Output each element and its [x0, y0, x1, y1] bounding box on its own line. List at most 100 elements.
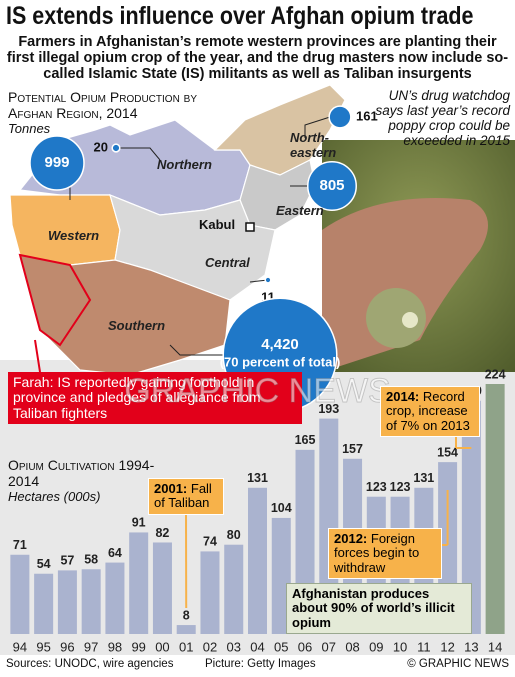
annotation-year: 2012: — [334, 531, 368, 546]
subtitle: Farmers in Afghanistan’s remote western … — [6, 34, 509, 83]
bubble-label: 805 — [319, 177, 344, 194]
value-label: 131 — [413, 471, 434, 485]
x-tick-label: 01 — [179, 639, 193, 654]
picture-credit: Picture: Getty Images — [205, 658, 316, 670]
leader-line — [304, 116, 331, 138]
x-tick-label: 12 — [440, 639, 454, 654]
bubble-label: 20 — [94, 139, 108, 154]
map-title: Potential Opium Production by Afghan Reg… — [8, 89, 198, 121]
leader-line — [169, 344, 228, 356]
x-tick-label: 06 — [298, 639, 312, 654]
map-unit: Tonnes — [8, 121, 51, 136]
bubble-label: 4,420 — [261, 336, 299, 353]
annotation-text: Afghanistan produces about 90% of world’… — [292, 586, 455, 630]
bar — [200, 551, 220, 634]
annotation-year: 2014: — [386, 389, 420, 404]
photo-capsule — [366, 288, 426, 348]
x-tick-label: 95 — [36, 639, 50, 654]
x-tick-label: 10 — [393, 639, 407, 654]
annotation-text: Record crop, increase of 7% on 2013 — [386, 389, 470, 433]
x-tick-label: 13 — [464, 639, 478, 654]
bar — [81, 569, 101, 634]
watchdog-note: UN’s drug watchdog says last year’s reco… — [375, 88, 510, 149]
x-tick-label: 08 — [345, 639, 359, 654]
x-tick-label: 07 — [322, 639, 336, 654]
x-tick-label: 00 — [155, 639, 169, 654]
farah-pointer — [34, 339, 41, 373]
value-label: 64 — [108, 546, 122, 560]
bar — [319, 418, 339, 634]
value-label: 193 — [318, 402, 339, 416]
annotation-text: Foreign forces begin to withdraw — [334, 531, 420, 575]
region-southern — [19, 254, 231, 376]
value-label: 57 — [60, 554, 74, 568]
x-tick-label: 05 — [274, 639, 288, 654]
x-tick-label: 97 — [84, 639, 98, 654]
kabul-label: Kabul — [199, 217, 236, 232]
annotation: 2001: Fall of Taliban — [148, 478, 224, 515]
value-label: 71 — [13, 538, 27, 552]
value-label: 157 — [342, 442, 363, 456]
x-tick-label: 02 — [203, 639, 217, 654]
bar — [34, 573, 54, 634]
x-tick-label: 14 — [488, 639, 502, 654]
region-label: Southern — [108, 318, 166, 333]
bubble-note: (70 percent of total) — [220, 354, 341, 369]
value-label: 80 — [227, 528, 241, 542]
value-label: 104 — [271, 501, 292, 515]
title: IS extends influence over Afghan opium t… — [6, 2, 474, 30]
value-label: 154 — [437, 445, 458, 459]
bar — [105, 562, 125, 634]
x-tick-label: 98 — [108, 639, 122, 654]
x-tick-label: 94 — [13, 639, 27, 654]
bubble-label: 161 — [356, 108, 378, 123]
bubble-label: 999 — [44, 154, 69, 171]
bar-title: Opium Cultivation 1994-2014 — [8, 457, 155, 489]
bar — [129, 532, 149, 634]
value-label: 8 — [183, 608, 190, 622]
bubble — [307, 161, 357, 211]
region-label: Eastern — [276, 203, 324, 218]
bubble — [328, 105, 352, 129]
bar — [247, 487, 268, 634]
value-label: 123 — [366, 480, 387, 494]
annotation-text: Fall of Taliban — [154, 481, 212, 511]
x-tick-label: 04 — [250, 639, 264, 654]
x-tick-label: 09 — [369, 639, 383, 654]
bubble — [264, 276, 272, 284]
value-label: 165 — [295, 433, 316, 447]
annotation: 2014: Record crop, increase of 7% on 201… — [380, 386, 480, 437]
x-tick-label: 96 — [60, 639, 74, 654]
leader-line — [116, 147, 161, 161]
x-tick-label: 99 — [131, 639, 145, 654]
bar — [57, 570, 77, 634]
value-label: 74 — [203, 535, 217, 549]
value-label: 123 — [390, 480, 411, 494]
photo-hand — [322, 198, 488, 372]
watermark: GRAPHIC NEWS — [124, 371, 391, 410]
map — [9, 84, 346, 376]
bubble — [111, 143, 121, 153]
region-label: North-eastern — [290, 130, 337, 160]
value-label: 91 — [132, 516, 146, 530]
sources: Sources: UNODC, wire agencies — [6, 658, 174, 670]
value-label: 54 — [37, 557, 51, 571]
photo-capsule-top — [402, 312, 418, 328]
bar — [176, 625, 196, 634]
region-label: Northern — [157, 157, 212, 172]
annotation: 2012: Foreign forces begin to withdraw — [328, 528, 442, 579]
annotation: Afghanistan produces about 90% of world’… — [286, 583, 472, 634]
bar — [485, 384, 505, 634]
value-label: 82 — [155, 526, 169, 540]
annotation-year: 2001: — [154, 481, 188, 496]
bar — [461, 400, 481, 634]
farah-note: Farah: IS reportedly gaining foothold in… — [8, 372, 302, 425]
copyright: © GRAPHIC NEWS — [407, 658, 509, 670]
bar — [10, 554, 30, 634]
leader-lines — [69, 116, 331, 356]
kabul-marker — [245, 222, 255, 232]
value-label: 224 — [485, 367, 506, 381]
bar — [152, 542, 172, 634]
farah-outline — [18, 253, 92, 347]
